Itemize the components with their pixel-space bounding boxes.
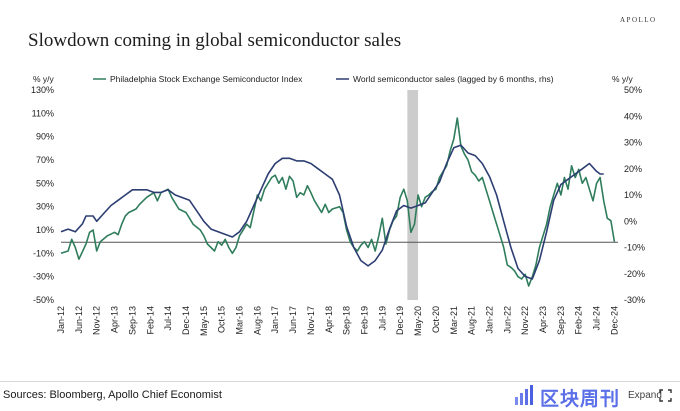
x-tick-label: Jul-24 (592, 306, 602, 331)
x-tick-label: Feb-24 (574, 306, 584, 335)
x-tick-label: Aug-21 (467, 306, 477, 335)
x-tick-label: Jan-22 (484, 306, 494, 334)
right-tick-label: -20% (624, 269, 645, 279)
x-tick-label: Dec-24 (609, 306, 619, 335)
x-tick-label: May-20 (413, 306, 423, 336)
source-note: Sources: Bloomberg, Apollo Chief Economi… (3, 389, 222, 401)
x-tick-label: Dec-19 (395, 306, 405, 335)
legend-label-wsts: World semiconductor sales (lagged by 6 m… (353, 74, 554, 84)
chart-canvas: Slowdown coming in global semiconductor … (28, 16, 657, 336)
left-tick-label: 70% (36, 155, 54, 165)
left-tick-label: 130% (31, 85, 54, 95)
left-axis-title: % y/y (33, 74, 55, 84)
x-tick-label: Apr-18 (324, 306, 334, 333)
brand-logo-text: APOLLO (620, 16, 657, 24)
series-line-sox (60, 117, 616, 287)
x-axis-ticks: Jan-12 Jun-12 Nov-12 Apr-13 Sep-13 Feb-14 Jul-… (56, 306, 619, 336)
x-tick-label: Jul-14 (163, 306, 173, 331)
left-tick-label: -50% (33, 295, 54, 305)
right-tick-label: 20% (624, 164, 642, 174)
right-tick-label: 40% (624, 111, 642, 121)
x-tick-label: Nov-12 (92, 306, 102, 335)
x-tick-label: Sep-18 (342, 306, 352, 335)
right-tick-label: 30% (624, 138, 642, 148)
x-tick-label: Jan-12 (56, 306, 66, 334)
x-tick-label: Apr-13 (110, 306, 120, 333)
x-tick-label: Mar-21 (449, 306, 459, 335)
right-tick-label: 10% (624, 190, 642, 200)
x-tick-label: May-15 (199, 306, 209, 336)
chart-card: Slowdown coming in global semiconductor … (28, 16, 657, 337)
right-tick-label: -30% (624, 295, 645, 305)
left-tick-label: 50% (36, 178, 54, 188)
x-tick-label: Jul-19 (377, 306, 387, 331)
series-line-wsts (60, 144, 604, 280)
x-tick-label: Apr-23 (538, 306, 548, 333)
right-tick-label: 50% (624, 85, 642, 95)
left-tick-label: -30% (33, 272, 54, 282)
x-tick-label: Jun-12 (74, 306, 84, 334)
left-tick-label: -10% (33, 248, 54, 258)
right-axis-ticks: 50% 40% 30% 20% 10% 0% -10% -20% -30% (624, 85, 645, 305)
x-tick-label: Nov-22 (520, 306, 530, 335)
x-tick-label: Oct-20 (431, 306, 441, 333)
x-tick-label: Dec-14 (181, 306, 191, 335)
x-tick-label: Oct-15 (217, 306, 227, 333)
right-tick-label: -10% (624, 243, 645, 253)
left-tick-label: 10% (36, 225, 54, 235)
x-tick-label: Mar-16 (235, 306, 245, 335)
footer-divider (0, 381, 680, 382)
x-tick-label: Feb-19 (359, 306, 369, 335)
footer: Sources: Bloomberg, Apollo Chief Economi… (0, 382, 680, 410)
left-tick-label: 30% (36, 202, 54, 212)
legend-label-sox: Philadelphia Stock Exchange Semiconducto… (110, 74, 303, 84)
left-axis-ticks: 130% 110% 90% 70% 50% 30% 10% -10% -30% -50% (31, 85, 54, 305)
right-axis-title: % y/y (612, 74, 634, 84)
x-tick-label: Nov-17 (306, 306, 316, 335)
chart-title: Slowdown coming in global semiconductor … (28, 30, 401, 51)
left-tick-label: 90% (36, 132, 54, 142)
watermark-logo-icon (515, 385, 533, 405)
legend: Philadelphia Stock Exchange Semiconducto… (93, 74, 554, 84)
x-tick-label: Feb-14 (145, 306, 155, 335)
x-tick-label: Jun-17 (288, 306, 298, 334)
x-tick-label: Sep-13 (127, 306, 137, 335)
right-tick-label: 0% (624, 216, 637, 226)
x-tick-label: Jun-22 (502, 306, 512, 334)
x-tick-label: Sep-23 (556, 306, 566, 335)
x-tick-label: Aug-16 (252, 306, 262, 335)
shaded-period-bar (407, 90, 419, 300)
x-tick-label: Jan-17 (270, 306, 280, 334)
left-tick-label: 110% (32, 108, 54, 118)
expand-label[interactable]: Expand (628, 390, 662, 401)
watermark-text: 区块周刊 (540, 388, 621, 410)
expand-icon[interactable] (659, 389, 672, 402)
